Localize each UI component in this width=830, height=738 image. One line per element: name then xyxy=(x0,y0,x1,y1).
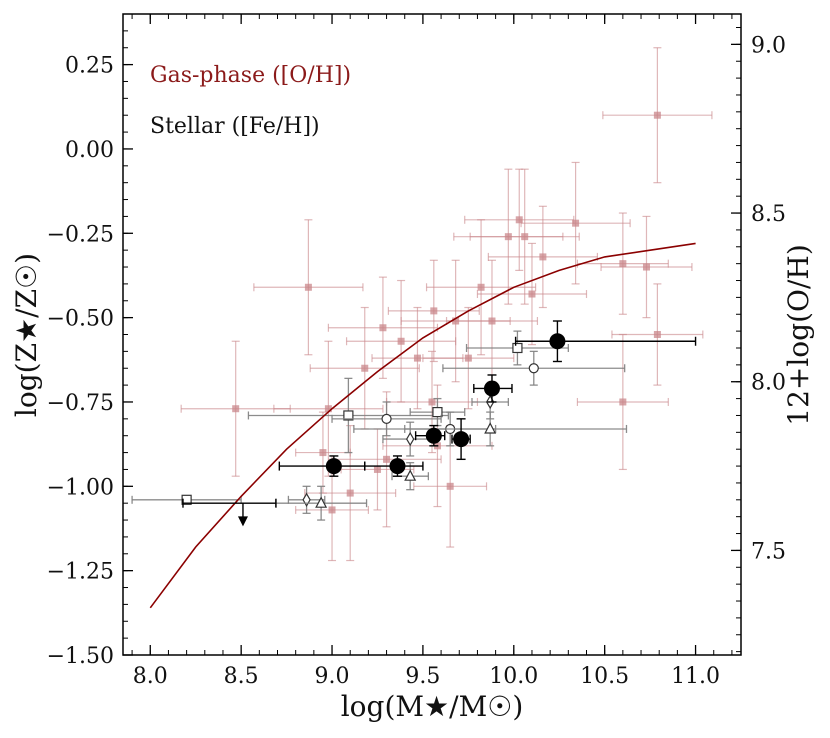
x-axis-title: log(M★/M☉) xyxy=(341,690,524,723)
stellar-open-12-square-marker xyxy=(181,494,192,505)
stellar-filled-5-marker xyxy=(549,333,566,350)
upper-limit-arrow-icon xyxy=(237,516,248,527)
gas-point-19-marker xyxy=(619,260,627,268)
axes: 8.0 8.5 9.0 9.5 10.0 10.5 11.0 0.25 0.00 −0.25 −0.… xyxy=(47,13,786,689)
gas-point-28-marker xyxy=(373,465,381,473)
x-tick-label: 10.5 xyxy=(580,664,629,689)
x-tick-label: 9.0 xyxy=(315,664,350,689)
relation-curve-layer xyxy=(149,242,696,609)
x-tick-label: 8.0 xyxy=(133,664,168,689)
legend-gas-phase: Gas-phase ([O/H]) xyxy=(150,63,351,88)
stellar-filled-4-marker xyxy=(483,380,500,397)
y-tick-label: −0.50 xyxy=(47,307,114,332)
y2-tick-label: 7.5 xyxy=(751,539,786,564)
stellar-filled-3-marker xyxy=(453,431,470,448)
gas-point-3-marker xyxy=(324,405,332,413)
gas-point-2-marker xyxy=(232,405,240,413)
stellar-open-10-triangle-marker xyxy=(404,469,417,481)
gas-point-18-marker xyxy=(572,219,580,227)
stellar-open-1-square-marker xyxy=(432,406,443,418)
gas-point-1-marker xyxy=(304,283,312,291)
stellar-open-2-square-marker xyxy=(512,342,523,354)
gas-point-6-marker xyxy=(397,337,405,345)
gas-point-0-marker xyxy=(653,111,661,119)
gas-point-4-marker xyxy=(361,364,369,372)
stellar-open-3-circle-marker xyxy=(381,413,392,424)
y-tick-label: −0.75 xyxy=(47,391,114,416)
gas-point-25-marker xyxy=(446,482,454,490)
stellar-filled-1-marker xyxy=(389,458,406,475)
stellar-filled-points xyxy=(182,320,697,527)
stellar-filled-5-errorbars xyxy=(514,320,697,363)
legend-stellar: Stellar ([Fe/H]) xyxy=(150,114,320,139)
gas-point-7-marker xyxy=(413,354,421,362)
y2-tick-label: 9.0 xyxy=(751,33,786,58)
gas-point-16-marker xyxy=(528,290,536,298)
gas-point-26-marker xyxy=(428,398,436,406)
stellar-open-0-square-marker xyxy=(343,410,354,421)
gas-point-23-marker xyxy=(383,455,391,463)
gas-point-20-marker xyxy=(642,263,650,271)
stellar-filled-0-marker xyxy=(325,458,342,475)
stellar-open-7-diamond-marker xyxy=(405,431,415,447)
upper-limit-errorbars xyxy=(182,498,277,508)
gas-point-15-marker xyxy=(521,233,529,241)
y-tick-label: −1.00 xyxy=(47,475,114,500)
stellar-open-9-triangle-marker xyxy=(315,496,328,508)
gas-point-11-marker xyxy=(477,283,485,291)
y2-tick-label: 8.5 xyxy=(751,202,786,227)
stellar-filled-2-marker xyxy=(425,427,442,444)
y-tick-label: −1.25 xyxy=(47,560,114,585)
gas-point-5-marker xyxy=(379,324,387,332)
gas-point-14-marker xyxy=(515,216,523,224)
y-axis-title: log(Z★/Z☉) xyxy=(10,253,43,417)
y2-axis-title: 12+log(O/H) xyxy=(782,244,815,425)
gas-point-30-marker xyxy=(346,489,354,497)
x-tick-label: 11.0 xyxy=(671,664,720,689)
stellar-open-points xyxy=(131,330,628,521)
y-tick-label: −0.25 xyxy=(47,222,114,247)
gas-point-12-marker xyxy=(488,317,496,325)
y-tick-label: −1.50 xyxy=(47,644,114,669)
gas-point-21-marker xyxy=(653,331,661,338)
x-tick-label: 9.5 xyxy=(405,664,440,689)
y-tick-label: 0.25 xyxy=(65,54,114,79)
gas-point-29-marker xyxy=(319,449,327,457)
gas-point-17-marker xyxy=(539,253,547,261)
gas-point-22-errorbars xyxy=(576,333,669,471)
gas-point-22-marker xyxy=(619,398,627,406)
stellar-open-5-circle-marker xyxy=(528,363,539,374)
x-tick-label: 8.5 xyxy=(224,664,259,689)
gas-point-8-marker xyxy=(430,307,438,315)
gas-point-27-marker xyxy=(328,506,336,514)
relation-curve xyxy=(149,242,696,609)
gas-phase-points xyxy=(180,47,713,562)
x-tick-label: 10.0 xyxy=(489,664,538,689)
y2-tick-label: 8.0 xyxy=(751,371,786,396)
stellar-open-11-triangle-marker xyxy=(484,422,497,434)
gas-point-10-marker xyxy=(464,354,472,362)
y-tick-label: 0.00 xyxy=(65,138,114,163)
